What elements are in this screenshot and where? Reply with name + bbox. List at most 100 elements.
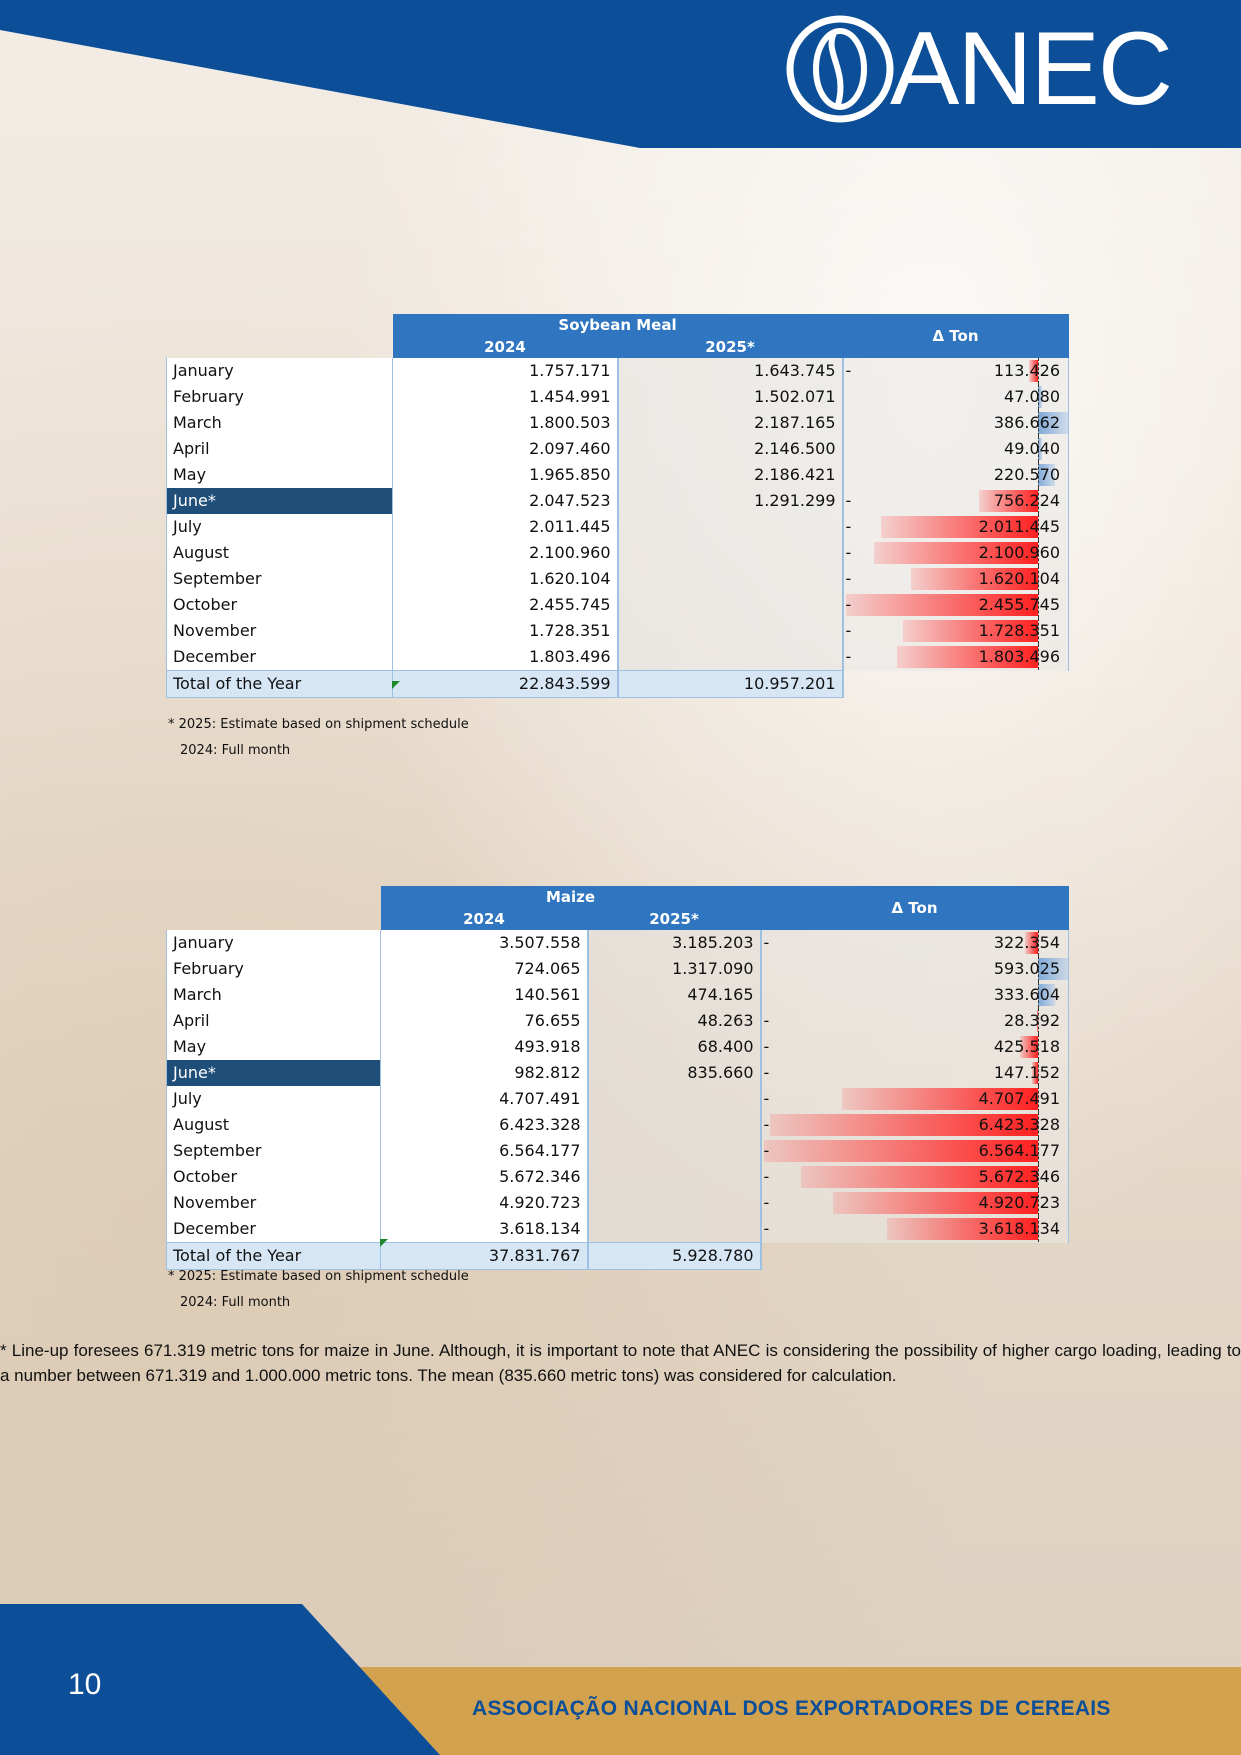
delta-cell: 333.604 xyxy=(760,982,1069,1008)
table-row: September 6.564.177-6.564.177 xyxy=(166,1138,1069,1164)
delta-cell: - 2.100.960 xyxy=(842,540,1069,566)
delta-axis xyxy=(1037,1138,1039,1164)
delta-bar xyxy=(886,1218,1038,1240)
delta-axis xyxy=(1037,1164,1039,1190)
maize-col-2024: 2024 xyxy=(380,908,588,930)
value-2025-cell: 2.187.165 xyxy=(617,410,844,436)
value-2024-cell: 1.454.991 xyxy=(392,384,619,410)
cell-marker xyxy=(392,681,400,689)
month-cell: October xyxy=(166,1164,381,1190)
delta-cell: - 2.455.745 xyxy=(842,592,1069,618)
soy-note-2025: * 2025: Estimate based on shipment sched… xyxy=(168,717,469,732)
delta-sign: - xyxy=(763,1193,770,1212)
delta-cell: 593.025 xyxy=(760,956,1069,982)
maize-grid: Maize Δ Ton 2024 2025* January 3.507.558 3… xyxy=(166,886,1069,1270)
delta-value: 147.152 xyxy=(993,1063,1060,1082)
total-label: Total of the Year xyxy=(166,670,393,698)
month-cell: October xyxy=(166,592,393,618)
delta-axis xyxy=(1037,384,1039,410)
delta-cell: 47.080 xyxy=(842,384,1069,410)
month-cell: August xyxy=(166,1112,381,1138)
value-2025-cell: 1.502.071 xyxy=(617,384,844,410)
month-cell: December xyxy=(166,1216,381,1243)
delta-cell: - 113.426 xyxy=(842,358,1069,384)
value-2025-cell xyxy=(617,514,844,540)
value-2024-cell: 982.812 xyxy=(380,1060,589,1086)
delta-sign: - xyxy=(845,543,852,562)
organization-name: ASSOCIAÇÃO NACIONAL DOS EXPORTADORES DE … xyxy=(472,1697,1111,1720)
delta-cell: - 4.707.491 xyxy=(760,1086,1069,1112)
delta-cell: - 5.672.346 xyxy=(760,1164,1069,1190)
delta-axis xyxy=(1037,566,1039,592)
soy-delta-header: Δ Ton xyxy=(842,314,1069,358)
delta-sign: - xyxy=(763,1115,770,1134)
delta-sign: - xyxy=(763,1063,770,1082)
total-row: Total of the Year 37.831.767 5.928.780 xyxy=(166,1242,1069,1270)
value-2024-cell: 6.564.177 xyxy=(380,1138,589,1164)
delta-sign: - xyxy=(845,517,852,536)
table-row: December 3.618.134-3.618.134 xyxy=(166,1216,1069,1243)
delta-bar xyxy=(1036,1010,1038,1032)
value-2025-cell: 1.317.090 xyxy=(587,956,762,982)
soy-title: Soybean Meal xyxy=(392,314,843,336)
delta-sign: - xyxy=(845,647,852,666)
month-cell: February xyxy=(166,384,393,410)
delta-cell: - 6.564.177 xyxy=(760,1138,1069,1164)
table-row: March 1.800.503 2.187.165 386.662 xyxy=(166,410,1069,436)
delta-value: 49.040 xyxy=(1004,439,1060,458)
soybean-meal-table: Soybean Meal Δ Ton 2024 2025* January 1.7… xyxy=(166,314,1069,698)
soybean-meal-grid: Soybean Meal Δ Ton 2024 2025* January 1.7… xyxy=(166,314,1069,698)
delta-axis xyxy=(1037,1112,1039,1138)
month-cell: April xyxy=(166,1008,381,1034)
total-2024: 37.831.767 xyxy=(380,1242,589,1270)
delta-sign: - xyxy=(845,361,852,380)
delta-sign: - xyxy=(845,621,852,640)
value-2024-cell: 3.507.558 xyxy=(380,930,589,956)
value-2024-cell: 3.618.134 xyxy=(380,1216,589,1243)
delta-value: 386.662 xyxy=(993,413,1060,432)
footnote: * Line-up foresees 671.319 metric tons f… xyxy=(0,1341,1241,1385)
value-2025-cell xyxy=(587,1216,762,1243)
value-2025-cell: 68.400 xyxy=(587,1034,762,1060)
soy-col-2025: 2025* xyxy=(617,336,843,358)
month-cell: June* xyxy=(166,488,393,514)
delta-sign: - xyxy=(845,595,852,614)
value-2024-cell: 140.561 xyxy=(380,982,589,1008)
delta-sign: - xyxy=(763,1219,770,1238)
value-2025-cell: 3.185.203 xyxy=(587,930,762,956)
value-2024-cell: 1.620.104 xyxy=(392,566,619,592)
month-cell: March xyxy=(166,410,393,436)
table-row: June* 2.047.523 1.291.299- 756.224 xyxy=(166,488,1069,514)
month-cell: February xyxy=(166,956,381,982)
table-row: December 1.803.496-1.803.496 xyxy=(166,644,1069,671)
delta-sign: - xyxy=(763,1141,770,1160)
delta-axis xyxy=(1037,436,1039,462)
delta-bar xyxy=(1028,360,1038,382)
table-row: May 493.918 68.400- 425.518 xyxy=(166,1034,1069,1060)
delta-bar xyxy=(845,594,1038,616)
delta-axis xyxy=(1037,540,1039,566)
month-cell: August xyxy=(166,540,393,566)
value-2024-cell: 2.047.523 xyxy=(392,488,619,514)
delta-axis xyxy=(1037,410,1039,436)
delta-bar xyxy=(763,1140,1038,1162)
table-row: April 2.097.460 2.146.500 49.040 xyxy=(166,436,1069,462)
page-number: 10 xyxy=(68,1668,102,1701)
value-2024-cell: 4.920.723 xyxy=(380,1190,589,1216)
delta-cell: - 425.518 xyxy=(760,1034,1069,1060)
delta-sign: - xyxy=(845,569,852,588)
month-cell: March xyxy=(166,982,381,1008)
table-row: February 1.454.991 1.502.071 47.080 xyxy=(166,384,1069,410)
delta-bar xyxy=(1037,412,1068,434)
delta-cell: - 147.152 xyxy=(760,1060,1069,1086)
delta-sign: - xyxy=(763,1037,770,1056)
delta-cell: - 4.920.723 xyxy=(760,1190,1069,1216)
value-2025-cell: 2.146.500 xyxy=(617,436,844,462)
delta-bar xyxy=(800,1166,1038,1188)
value-2025-cell: 1.291.299 xyxy=(617,488,844,514)
total-delta-empty xyxy=(761,1243,1069,1270)
maize-title: Maize xyxy=(380,886,761,908)
delta-cell: 49.040 xyxy=(842,436,1069,462)
delta-cell: - 6.423.328 xyxy=(760,1112,1069,1138)
delta-value: 28.392 xyxy=(1004,1011,1060,1030)
